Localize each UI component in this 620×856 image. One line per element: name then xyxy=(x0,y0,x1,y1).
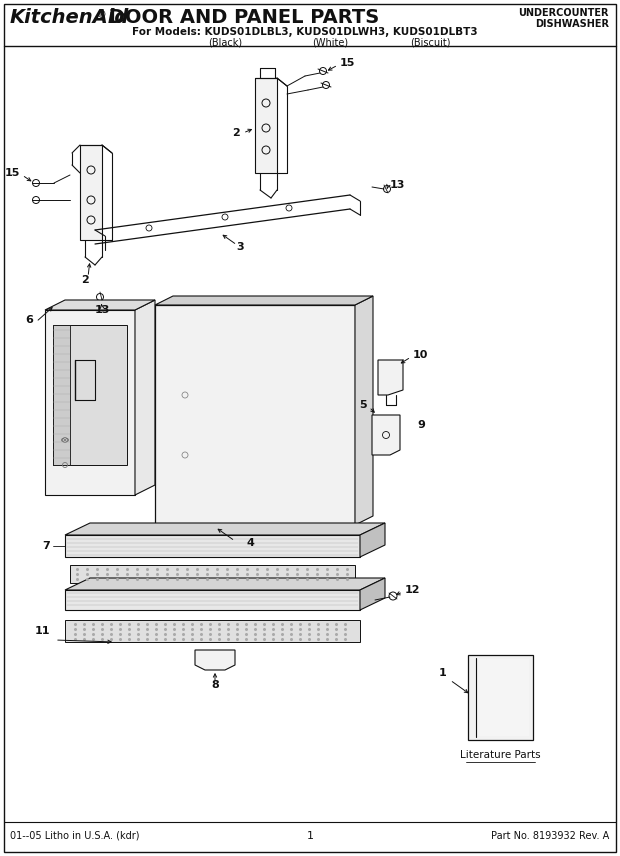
Text: 8: 8 xyxy=(211,680,219,690)
Polygon shape xyxy=(378,360,403,395)
Text: UNDERCOUNTER: UNDERCOUNTER xyxy=(518,8,609,18)
Text: 3: 3 xyxy=(236,242,244,252)
Text: 9: 9 xyxy=(417,420,425,430)
Text: Part No. 8193932 Rev. A: Part No. 8193932 Rev. A xyxy=(491,831,609,841)
Polygon shape xyxy=(255,78,277,173)
Bar xyxy=(478,659,529,736)
Polygon shape xyxy=(53,325,127,465)
Polygon shape xyxy=(70,565,355,583)
Polygon shape xyxy=(65,578,385,590)
Text: 6: 6 xyxy=(25,315,33,325)
Text: (White): (White) xyxy=(312,37,348,47)
Text: 01--05 Litho in U.S.A. (kdr): 01--05 Litho in U.S.A. (kdr) xyxy=(10,831,140,841)
Polygon shape xyxy=(53,325,70,465)
Text: 5: 5 xyxy=(360,400,367,410)
Polygon shape xyxy=(65,620,360,642)
Text: 13: 13 xyxy=(390,180,405,190)
Text: 1: 1 xyxy=(306,831,314,841)
Polygon shape xyxy=(45,300,155,310)
Polygon shape xyxy=(360,523,385,557)
Polygon shape xyxy=(155,296,373,305)
Text: 11: 11 xyxy=(35,626,50,636)
Text: For Models: KUDS01DLBL3, KUDS01DLWH3, KUDS01DLBT3: For Models: KUDS01DLBL3, KUDS01DLWH3, KU… xyxy=(132,27,478,37)
Text: 10: 10 xyxy=(413,350,428,360)
Polygon shape xyxy=(45,310,135,495)
Polygon shape xyxy=(355,296,373,525)
Text: 13: 13 xyxy=(94,305,110,315)
Text: 2: 2 xyxy=(232,128,240,138)
Polygon shape xyxy=(195,650,235,670)
Text: (Black): (Black) xyxy=(208,37,242,47)
Polygon shape xyxy=(360,578,385,610)
Polygon shape xyxy=(135,300,155,495)
Text: KitchenAid: KitchenAid xyxy=(10,8,130,27)
Text: 15: 15 xyxy=(4,168,20,178)
Polygon shape xyxy=(65,535,360,557)
Polygon shape xyxy=(155,305,355,525)
Polygon shape xyxy=(65,590,360,610)
Text: DOOR AND PANEL PARTS: DOOR AND PANEL PARTS xyxy=(102,8,379,27)
Text: 2: 2 xyxy=(81,275,89,285)
Bar xyxy=(468,655,533,740)
Polygon shape xyxy=(372,415,400,455)
Text: 1: 1 xyxy=(439,668,447,678)
Polygon shape xyxy=(65,523,385,535)
Text: Literature Parts: Literature Parts xyxy=(460,750,541,760)
Text: 15: 15 xyxy=(340,58,355,68)
Text: eReplacementParts.com: eReplacementParts.com xyxy=(214,424,366,437)
Polygon shape xyxy=(80,145,102,240)
Text: (Biscuit): (Biscuit) xyxy=(410,37,450,47)
Text: 7: 7 xyxy=(42,541,50,551)
Text: ®: ® xyxy=(97,10,107,20)
Text: DISHWASHER: DISHWASHER xyxy=(535,19,609,29)
Text: 12: 12 xyxy=(405,585,420,595)
Text: 4: 4 xyxy=(246,538,254,548)
